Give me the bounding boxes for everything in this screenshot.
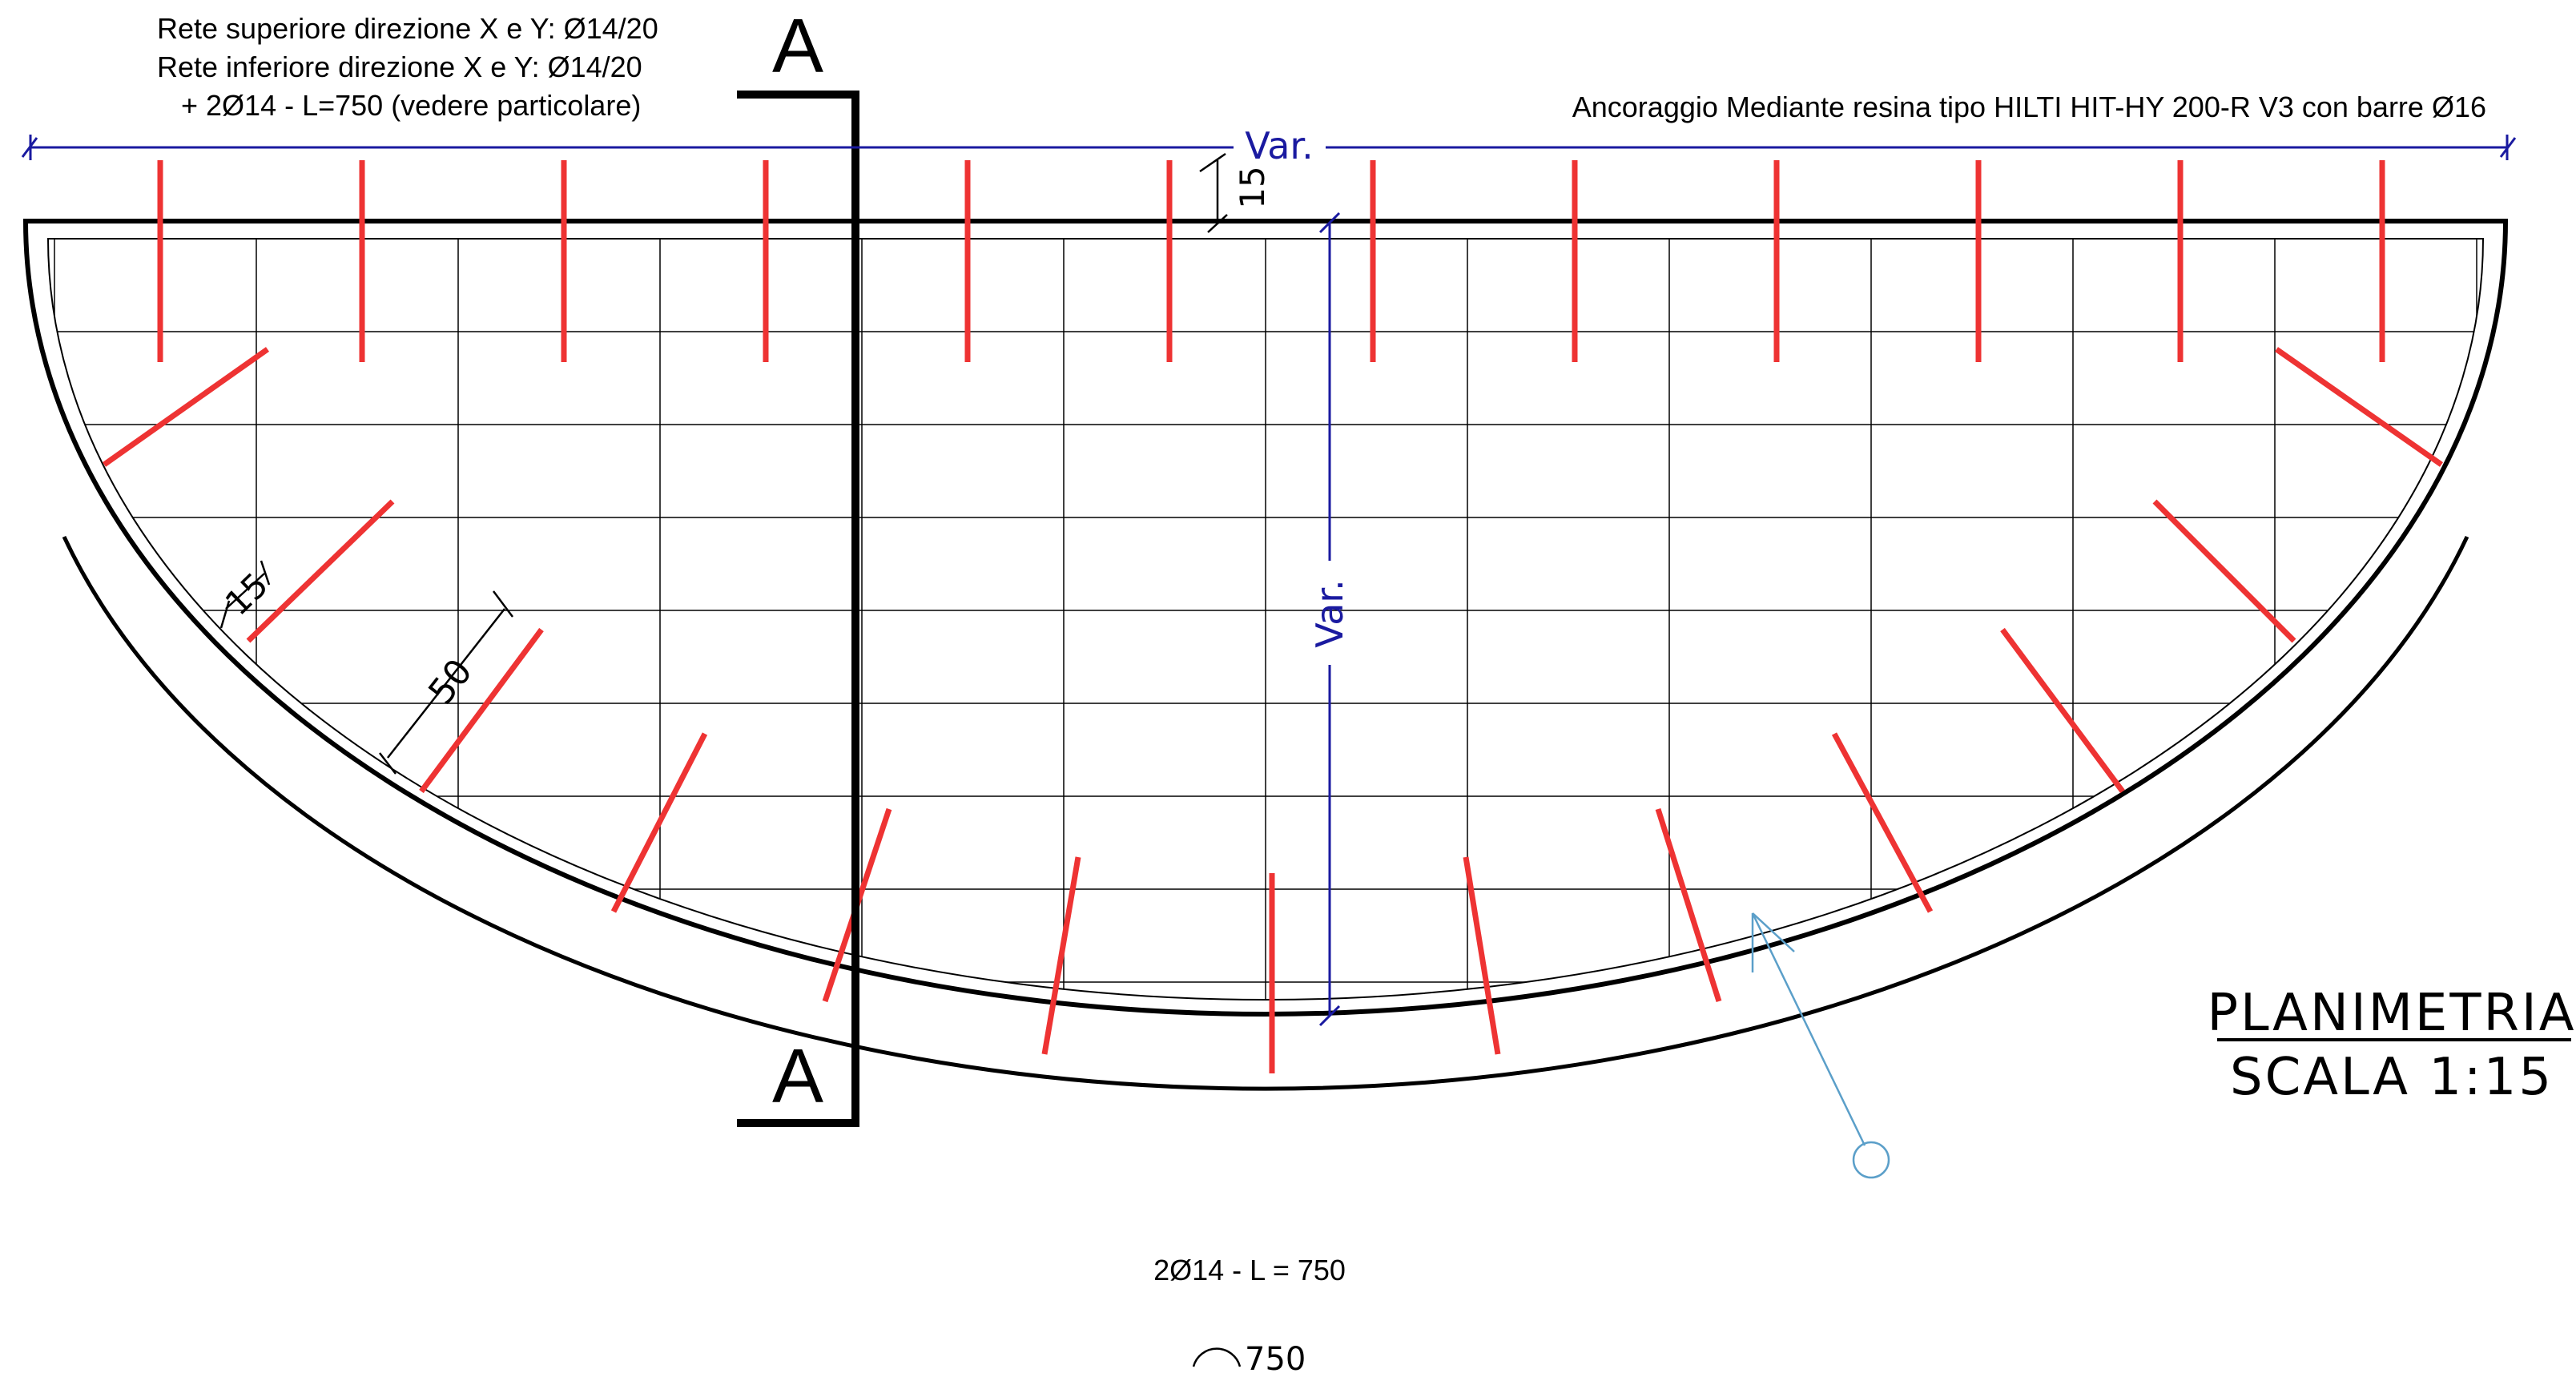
- anchor-bar: [2274, 347, 2444, 467]
- width-dimension: [21, 135, 2517, 160]
- anchor-bar: [102, 347, 270, 467]
- section-line-a: A A: [737, 3, 859, 1127]
- section-letter-top: A: [772, 3, 823, 89]
- note-upper-mesh: Rete superiore direzione X e Y: Ø14/20: [157, 12, 658, 45]
- anchor-bars: [102, 160, 2444, 1073]
- slab-outline: [22, 219, 2509, 1017]
- bar-label: 2Ø14 - L = 750: [1153, 1254, 1346, 1286]
- title-planimetria: PLANIMETRIA: [2207, 984, 2576, 1043]
- cover-dimension-side: [219, 560, 271, 629]
- arc-length-label: 750: [1245, 1341, 1306, 1373]
- cover-dimension-top-label: 15: [1233, 166, 1272, 208]
- height-dimension: [1318, 211, 1341, 1027]
- bar-arc-2d14: [62, 535, 2469, 1091]
- bar-leader: [1751, 912, 1890, 1179]
- anchor-bar: [1041, 856, 1081, 1055]
- note-anchorage: Ancoraggio Mediante resina tipo HILTI HI…: [1572, 91, 2486, 123]
- width-dimension-label: Var.: [1245, 124, 1313, 167]
- note-lower-mesh: Rete inferiore direzione X e Y: Ø14/20: [157, 50, 642, 83]
- title-scale: SCALA 1:15: [2230, 1048, 2554, 1107]
- spacing-dimension: [379, 590, 513, 775]
- cover-dimension-top: [1199, 152, 1228, 233]
- anchor-bar: [419, 627, 544, 794]
- anchor-bar: [1655, 807, 1722, 1003]
- reinforcement-mesh: [48, 239, 2483, 1000]
- anchor-bar: [2152, 499, 2296, 643]
- slab-inner-edge: [46, 238, 2485, 1001]
- note-extra-bars: + 2Ø14 - L=750 (vedere particolare): [181, 89, 641, 122]
- height-dimension-label: Var.: [1308, 579, 1351, 647]
- anchor-bar: [1463, 856, 1501, 1055]
- arc-length-symbol: [1192, 1347, 1242, 1367]
- cover-dimension-side-label: 15: [218, 565, 276, 622]
- anchor-bar: [2000, 627, 2125, 794]
- anchor-bar: [246, 499, 395, 643]
- anchor-bar: [610, 732, 708, 913]
- section-letter-bottom: A: [772, 1033, 823, 1119]
- anchor-bar: [1831, 732, 1934, 913]
